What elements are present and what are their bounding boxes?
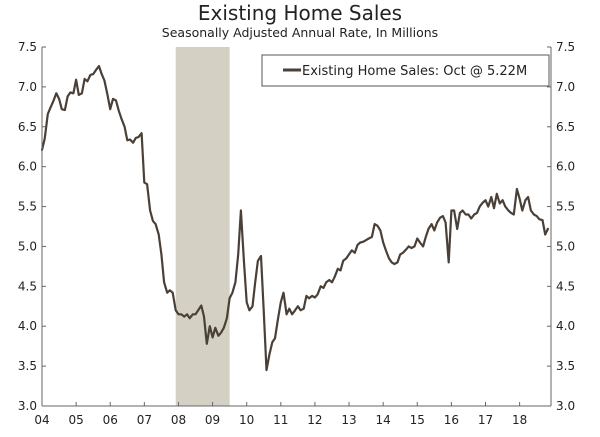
y-tick-label-right: 6.5 <box>556 120 575 134</box>
y-tick-label-left: 3.0 <box>18 399 37 413</box>
legend-entry: Existing Home Sales: Oct @ 5.22M <box>302 64 527 79</box>
x-tick-label: 17 <box>478 413 493 427</box>
legend-box <box>261 54 550 87</box>
y-tick-label-left: 7.0 <box>18 80 37 94</box>
x-tick-label: 11 <box>273 413 288 427</box>
x-tick-label: 09 <box>205 413 220 427</box>
y-tick-label-right: 5.5 <box>556 200 575 214</box>
y-tick-label-right: 3.5 <box>556 359 575 373</box>
x-tick-label: 14 <box>376 413 391 427</box>
x-tick-label: 13 <box>341 413 356 427</box>
chart-subtitle: Seasonally Adjusted Annual Rate, In Mill… <box>162 25 438 40</box>
y-tick-label-right: 4.5 <box>556 279 575 293</box>
y-tick-label-right: 5.0 <box>556 239 575 253</box>
y-tick-label-left: 6.0 <box>18 160 37 174</box>
x-tick-label: 15 <box>410 413 425 427</box>
x-tick-label: 18 <box>512 413 527 427</box>
x-tick-label: 12 <box>307 413 322 427</box>
y-tick-label-right: 6.0 <box>556 160 575 174</box>
y-tick-label-left: 6.5 <box>18 120 37 134</box>
y-tick-label-right: 4.0 <box>556 319 575 333</box>
y-tick-label-left: 4.5 <box>18 279 37 293</box>
x-tick-label: 10 <box>239 413 254 427</box>
y-tick-label-right: 7.5 <box>556 40 575 54</box>
x-tick-label: 07 <box>137 413 152 427</box>
x-tick-label: 08 <box>171 413 186 427</box>
recession-shading <box>175 47 230 406</box>
y-tick-label-left: 4.0 <box>18 319 37 333</box>
y-tick-label-left: 3.5 <box>18 359 37 373</box>
x-tick-label: 16 <box>444 413 459 427</box>
series-line-0 <box>40 65 549 372</box>
x-tick-label: 04 <box>34 413 49 427</box>
x-tick-label: 06 <box>103 413 118 427</box>
y-tick-label-left: 5.0 <box>18 239 37 253</box>
y-tick-label-right: 3.0 <box>556 399 575 413</box>
y-tick-label-right: 7.0 <box>556 80 575 94</box>
chart-title: Existing Home Sales <box>198 1 402 25</box>
legend: Existing Home Sales: Oct @ 5.22M <box>261 54 550 87</box>
y-tick-label-left: 5.5 <box>18 200 37 214</box>
x-tick-label: 05 <box>68 413 83 427</box>
y-tick-label-left: 7.5 <box>18 40 37 54</box>
